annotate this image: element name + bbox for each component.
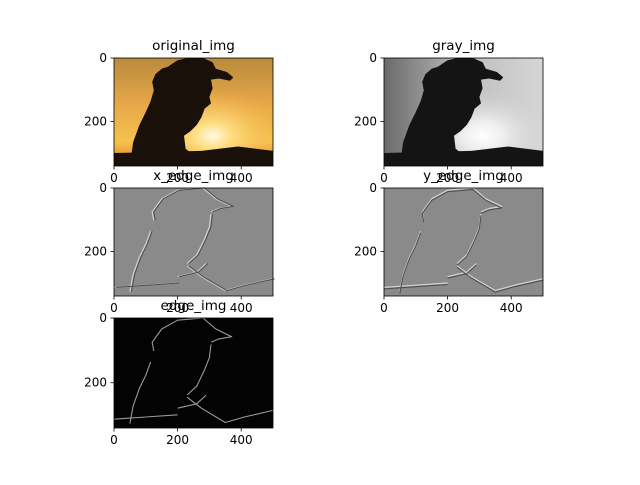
edge-line [186,213,212,265]
gradient-background [114,188,273,296]
subplot-title: edge_img [161,298,227,314]
x-tick-label: 0 [380,301,388,315]
horizon-hills [384,146,543,166]
axes-frame [113,317,274,429]
y-tick-label: 0 [99,181,107,195]
x-tick-label: 0 [110,171,118,185]
edge-line [399,232,422,294]
edge-line [447,264,477,279]
x-tick-label: 200 [436,301,459,315]
subplot-edge-img: edge_img 0 200 400 0 200 [84,298,274,447]
silhouette-shape [129,58,234,166]
y-tick-label: 200 [84,245,107,259]
subplot-title: original_img [152,38,235,54]
x-tick-label: 0 [110,433,118,447]
edge-line [421,189,503,222]
x-tick-label: 400 [230,433,253,447]
y-tick-label: 200 [354,115,377,129]
edge-line [383,282,448,288]
y-tick-label: 0 [99,311,107,325]
x-tick-label: 0 [380,171,388,185]
subplot-original-img: original_img 0 200 400 0 200 [84,38,274,185]
edge-line [177,394,207,409]
x-tick-label: 200 [436,171,459,185]
subplot-x-edge-img: x_edge_img 0 200 400 0 200 [84,168,275,315]
subplot-y-edge-img: y_edge_img 0 200 400 0 200 [354,168,544,315]
edge-line [188,265,275,292]
x-tick-label: 200 [166,433,189,447]
axes-frame [383,187,544,297]
gradient-background [384,188,543,296]
edge-line [186,344,212,396]
x-tick-label: 200 [166,171,189,185]
x-tick-label: 400 [230,171,253,185]
axes-frame [113,187,274,297]
edge-line [456,266,544,293]
axes-frame [383,57,544,167]
y-tick-label: 200 [84,115,107,129]
subplot-title: x_edge_img [153,168,234,184]
edge-line [456,265,544,292]
magnitude-background [114,318,273,428]
edge-line [129,361,152,424]
edge-line [115,282,180,288]
edge-line [456,215,482,266]
y-tick-label: 200 [84,376,107,390]
edge-line [188,213,213,264]
axes-frame [113,57,274,167]
edge-line [186,396,274,424]
edge-line [129,230,152,292]
y-tick-label: 0 [369,51,377,65]
x-tick-label: 0 [110,301,118,315]
y-tick-label: 200 [354,245,377,259]
edge-line [130,231,153,292]
subplot-title: gray_img [432,38,495,54]
subplot-gray-img: gray_img 0 200 400 0 200 [354,38,544,185]
silhouette-shape [399,58,504,166]
y-tick-label: 0 [99,51,107,65]
subplot-title: y_edge_img [423,168,504,184]
x-tick-label: 400 [500,301,523,315]
edge-line [447,263,477,278]
edge-line [113,414,178,420]
horizon-hills [114,146,273,166]
edge-line [178,263,209,278]
y-tick-label: 0 [369,181,377,195]
edge-line [383,284,448,290]
x-tick-label: 400 [230,301,253,315]
x-tick-label: 200 [166,301,189,315]
edge-shadow-group [383,189,544,294]
x-tick-label: 400 [500,171,523,185]
